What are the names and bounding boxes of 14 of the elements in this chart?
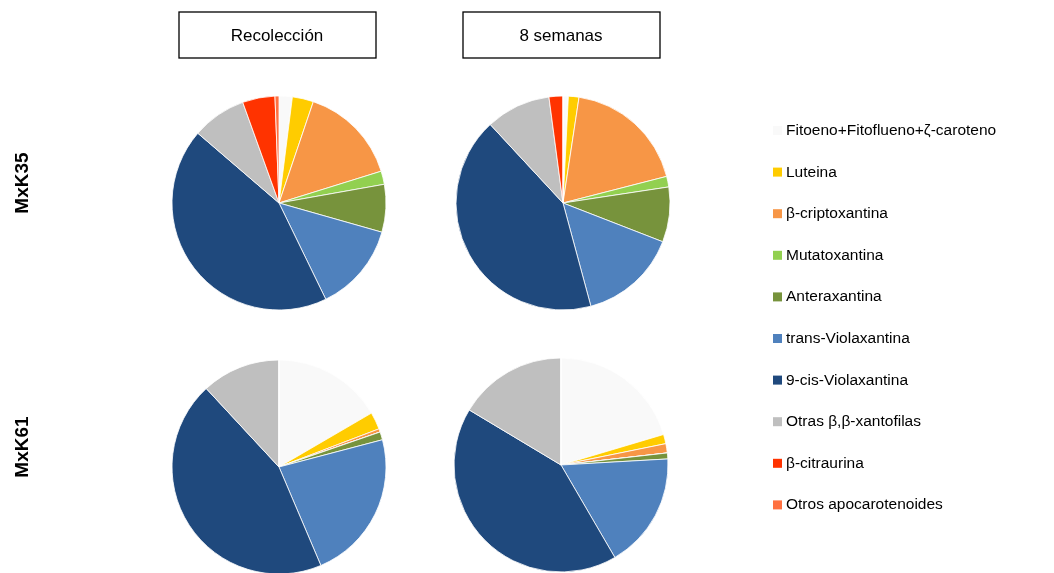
legend-label: trans-Violaxantina — [786, 329, 911, 346]
legend-label: Anteraxantina — [786, 287, 883, 305]
legend-label: Mutatoxantina — [786, 245, 884, 263]
chart-title: 8 semanas — [519, 26, 603, 45]
legend-label: β-criptoxantina — [786, 204, 889, 222]
legend-label: β-citraurina — [786, 453, 865, 471]
text: MxK35 — [11, 151, 32, 214]
legend-label: Otros apocarotenoides — [786, 495, 944, 513]
legend-label: 9-cis-Violaxantina — [786, 370, 909, 388]
legend-label: Luteina — [786, 162, 838, 180]
legend-label: Otras β,β-xantofilas — [786, 412, 922, 430]
text: MxK61 — [11, 415, 32, 478]
chart-title: Recolección — [230, 26, 324, 45]
legend-label: Fitoeno+Fitoflueno+ζ-caroteno — [786, 121, 997, 138]
